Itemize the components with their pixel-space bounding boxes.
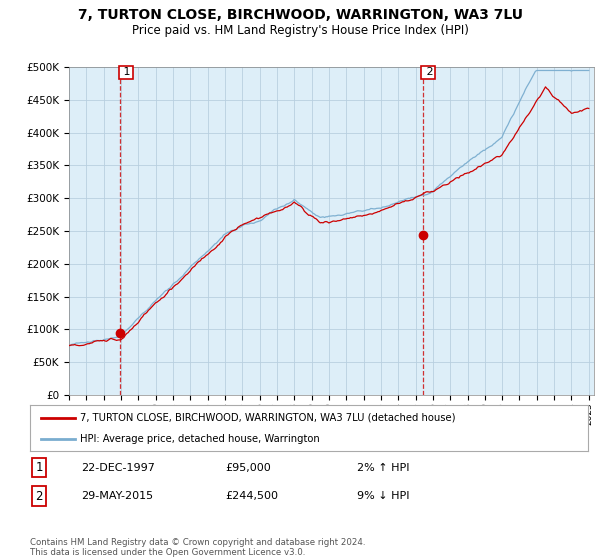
Text: 7, TURTON CLOSE, BIRCHWOOD, WARRINGTON, WA3 7LU (detached house): 7, TURTON CLOSE, BIRCHWOOD, WARRINGTON, …: [80, 413, 456, 423]
Text: 9% ↓ HPI: 9% ↓ HPI: [357, 491, 409, 501]
Text: Contains HM Land Registry data © Crown copyright and database right 2024.
This d: Contains HM Land Registry data © Crown c…: [30, 538, 365, 557]
Text: HPI: Average price, detached house, Warrington: HPI: Average price, detached house, Warr…: [80, 434, 320, 444]
Text: 7, TURTON CLOSE, BIRCHWOOD, WARRINGTON, WA3 7LU: 7, TURTON CLOSE, BIRCHWOOD, WARRINGTON, …: [77, 8, 523, 22]
Text: 2: 2: [35, 489, 43, 503]
Text: 2% ↑ HPI: 2% ↑ HPI: [357, 463, 409, 473]
Text: £95,000: £95,000: [225, 463, 271, 473]
Text: 2: 2: [422, 67, 433, 77]
Text: 29-MAY-2015: 29-MAY-2015: [81, 491, 153, 501]
Text: £244,500: £244,500: [225, 491, 278, 501]
Text: 1: 1: [121, 67, 131, 77]
Text: Price paid vs. HM Land Registry's House Price Index (HPI): Price paid vs. HM Land Registry's House …: [131, 24, 469, 37]
Text: 1: 1: [35, 461, 43, 474]
Text: 22-DEC-1997: 22-DEC-1997: [81, 463, 155, 473]
